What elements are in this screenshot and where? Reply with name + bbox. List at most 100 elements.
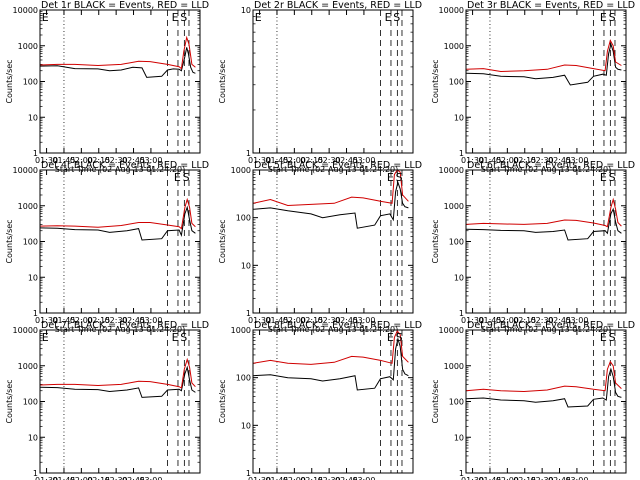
y-tick-label: 10: [28, 433, 38, 442]
series-lld-line: [466, 360, 622, 393]
x-tick-label: 01:30: [35, 476, 58, 480]
y-tick-label: 1: [459, 149, 464, 158]
x-tick-label: 03:00: [139, 156, 162, 165]
y-tick-label: 10000: [13, 166, 38, 175]
x-tick-label: 02:45: [335, 476, 358, 480]
y-tick-label: 10: [454, 433, 464, 442]
flag-letter: S: [180, 331, 187, 344]
flag-letter: E: [600, 11, 607, 24]
x-tick-label: 02:00: [283, 156, 306, 165]
y-tick-label: 10: [241, 261, 251, 270]
x-tick-label: 02:15: [300, 316, 323, 325]
x-tick-label: 01:45: [265, 476, 288, 480]
y-tick-label: 1000: [444, 42, 464, 51]
y-tick-label: 100: [449, 398, 464, 407]
flag-letter: S: [393, 11, 400, 24]
x-tick-label: 02:15: [300, 476, 323, 480]
series-events-line: [466, 367, 622, 408]
series-events-line: [466, 207, 622, 241]
y-tick-label: 1: [459, 309, 464, 318]
x-tick-label: 02:45: [122, 156, 145, 165]
panel-title: Det 7r BLACK = Events, RED = LLD: [41, 320, 209, 331]
flag-letter: E: [42, 11, 49, 24]
x-tick-label: 03:00: [352, 476, 375, 480]
y-tick-label: 1000: [444, 202, 464, 211]
x-tick-label: 02:15: [513, 476, 536, 480]
x-tick-label: 01:30: [35, 156, 58, 165]
plot-frame: [252, 329, 414, 474]
x-tick-label: 01:45: [52, 156, 75, 165]
y-axis-label: Counts/sec: [431, 59, 440, 103]
flag-letter: S: [396, 171, 403, 184]
x-tick-label: 02:30: [531, 156, 554, 165]
panel-det-4r: Det 4r BLACK = Events, RED = LLD Counts/s…: [5, 160, 209, 334]
flag-letter: E: [600, 171, 607, 184]
x-tick-label: 01:30: [461, 156, 484, 165]
x-tick-label: 01:30: [248, 476, 271, 480]
x-tick-label: 02:00: [70, 476, 93, 480]
x-tick-label: 02:45: [548, 156, 571, 165]
x-tick-label: 02:30: [105, 476, 128, 480]
x-tick-label: 01:30: [461, 316, 484, 325]
x-tick-label: 03:00: [352, 156, 375, 165]
x-tick-label: 02:45: [122, 476, 145, 480]
series-lld-line: [40, 357, 196, 389]
series-events-line: [253, 180, 409, 229]
x-tick-label: 03:00: [352, 316, 375, 325]
plot-frame: [465, 9, 627, 154]
y-axis-label: Counts/sec: [431, 379, 440, 423]
plot-frame: [252, 169, 414, 314]
series-lld-line: [466, 197, 622, 228]
y-tick-label: 100: [23, 238, 38, 247]
y-tick-label: 100: [23, 78, 38, 87]
x-tick-label: 02:45: [335, 316, 358, 325]
x-tick-label: 02:15: [87, 476, 110, 480]
flag-letter: S: [609, 11, 616, 24]
series-events-line: [40, 47, 196, 78]
flag-letter: E: [172, 11, 179, 24]
y-tick-label: 10: [241, 421, 251, 430]
y-axis-label: Counts/sec: [218, 219, 227, 263]
panel-title: Det 9r BLACK = Events, RED = LLD: [467, 320, 635, 331]
x-tick-label: 02:30: [531, 476, 554, 480]
y-axis-label: Counts/sec: [218, 59, 227, 103]
y-tick-label: 10: [241, 6, 251, 15]
panel-det-1r: Det 1r BLACK = Events, RED = LLD Counts/s…: [5, 0, 209, 174]
y-tick-label: 1: [246, 469, 251, 478]
y-tick-label: 10000: [439, 166, 464, 175]
x-tick-label: 01:30: [35, 316, 58, 325]
panel-det-6r: Det 6r BLACK = Events, RED = LLD Counts/s…: [431, 160, 635, 334]
x-tick-label: 02:15: [513, 316, 536, 325]
panel-title: Det 3r BLACK = Events, RED = LLD: [467, 0, 635, 11]
y-tick-label: 100: [449, 78, 464, 87]
x-tick-label: 02:30: [318, 476, 341, 480]
x-tick-label: 03:00: [565, 156, 588, 165]
y-tick-label: 1000: [18, 202, 38, 211]
y-tick-label: 1: [33, 149, 38, 158]
x-tick-label: 03:00: [565, 316, 588, 325]
plot-frame: [465, 329, 627, 474]
y-axis-label: Counts/sec: [5, 379, 14, 423]
series-lld-line: [253, 170, 409, 207]
flag-letter: S: [183, 171, 190, 184]
x-tick-label: 03:00: [139, 476, 162, 480]
panel-title: Det 5r BLACK = Events, RED = LLD: [254, 160, 422, 171]
x-tick-label: 02:45: [335, 156, 358, 165]
flag-letter: E: [387, 171, 394, 184]
x-tick-label: 02:45: [548, 476, 571, 480]
x-tick-label: 03:00: [565, 476, 588, 480]
x-tick-label: 02:00: [496, 156, 519, 165]
y-tick-label: 10000: [439, 6, 464, 15]
y-tick-label: 10000: [13, 326, 38, 335]
panel-title: Det 4r BLACK = Events, RED = LLD: [41, 160, 209, 171]
flag-letter: E: [174, 171, 181, 184]
plot-frame: [252, 9, 414, 154]
x-tick-label: 02:30: [105, 156, 128, 165]
series-lld-line: [40, 197, 196, 230]
y-tick-label: 10: [454, 273, 464, 282]
y-axis-label: Counts/sec: [431, 219, 440, 263]
x-tick-label: 02:30: [531, 316, 554, 325]
flag-letter: S: [396, 331, 403, 344]
x-tick-label: 01:30: [248, 316, 271, 325]
y-tick-label: 100: [449, 238, 464, 247]
